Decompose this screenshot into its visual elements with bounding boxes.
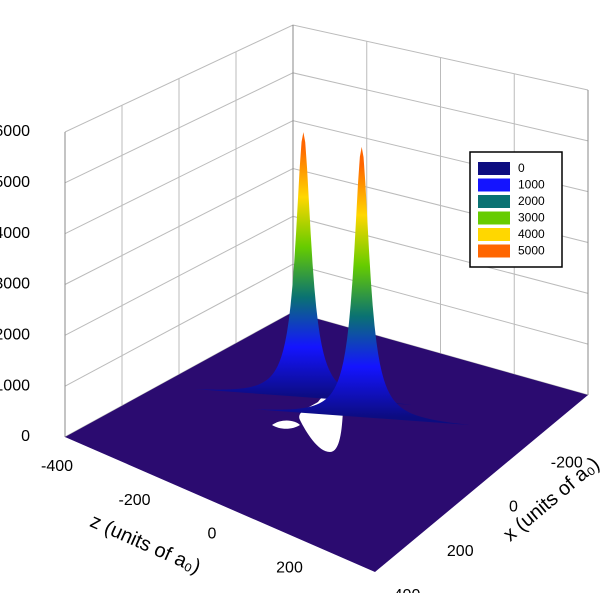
legend-swatch [478,178,510,192]
peak-layer [193,132,472,426]
walls [64,24,589,438]
legend: 0 1000 2000 3000 4000 5000 [469,151,563,268]
legend-swatch [478,162,510,175]
legend-swatch [478,244,510,258]
x-tick-label: 400 [394,587,421,593]
y-tick-label: 2000 [0,327,30,344]
z-tick-label: -200 [118,492,150,509]
y-tick-label: 3000 [0,276,30,293]
y-tick-label: 1000 [0,377,30,394]
legend-label: 2000 [518,194,545,208]
legend-swatch [478,211,510,225]
y-tick-label: 6000 [0,123,30,140]
legend-swatch [478,228,510,241]
legend-label: 5000 [518,244,545,258]
legend-label: 0 [518,161,525,175]
x-tick-label: 0 [509,499,518,516]
peak [193,132,414,406]
z-axis-label: z (units of a₀) [87,510,204,578]
legend-label: 3000 [518,211,545,225]
x-tick-label: -200 [551,454,583,471]
legend-label: 1000 [518,178,545,192]
y-tick-label: 0 [21,428,30,445]
legend-label: 4000 [518,227,545,241]
peak [251,146,472,426]
grid-line [64,24,589,133]
y-tick-label: 5000 [0,174,30,191]
x-tick-label: 200 [447,543,474,560]
z-tick-label: 200 [276,559,303,576]
z-tick-label: -400 [41,458,73,475]
legend-swatch [478,195,510,208]
z-tick-label: 0 [208,526,217,543]
surface-hole [272,420,300,429]
y-tick-label: 4000 [0,225,30,242]
